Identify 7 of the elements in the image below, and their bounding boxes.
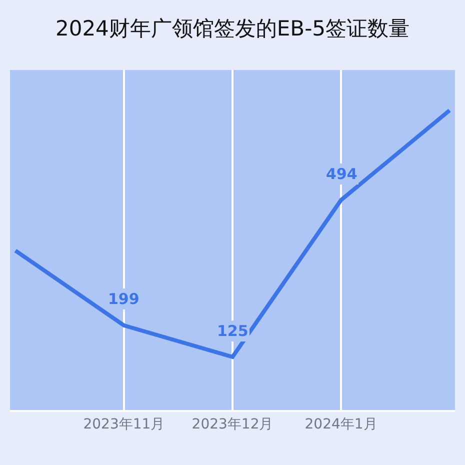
x-tick-label: 2023年11月: [83, 416, 165, 433]
data-label: 125: [217, 322, 248, 340]
chart-title: 2024财年广领馆签发的EB-5签证数量: [55, 16, 410, 41]
x-tick-label: 2023年12月: [192, 416, 274, 433]
data-label: 199: [108, 290, 140, 308]
data-label: 494: [326, 165, 358, 183]
x-tick-label: 2024年1月: [304, 416, 378, 433]
